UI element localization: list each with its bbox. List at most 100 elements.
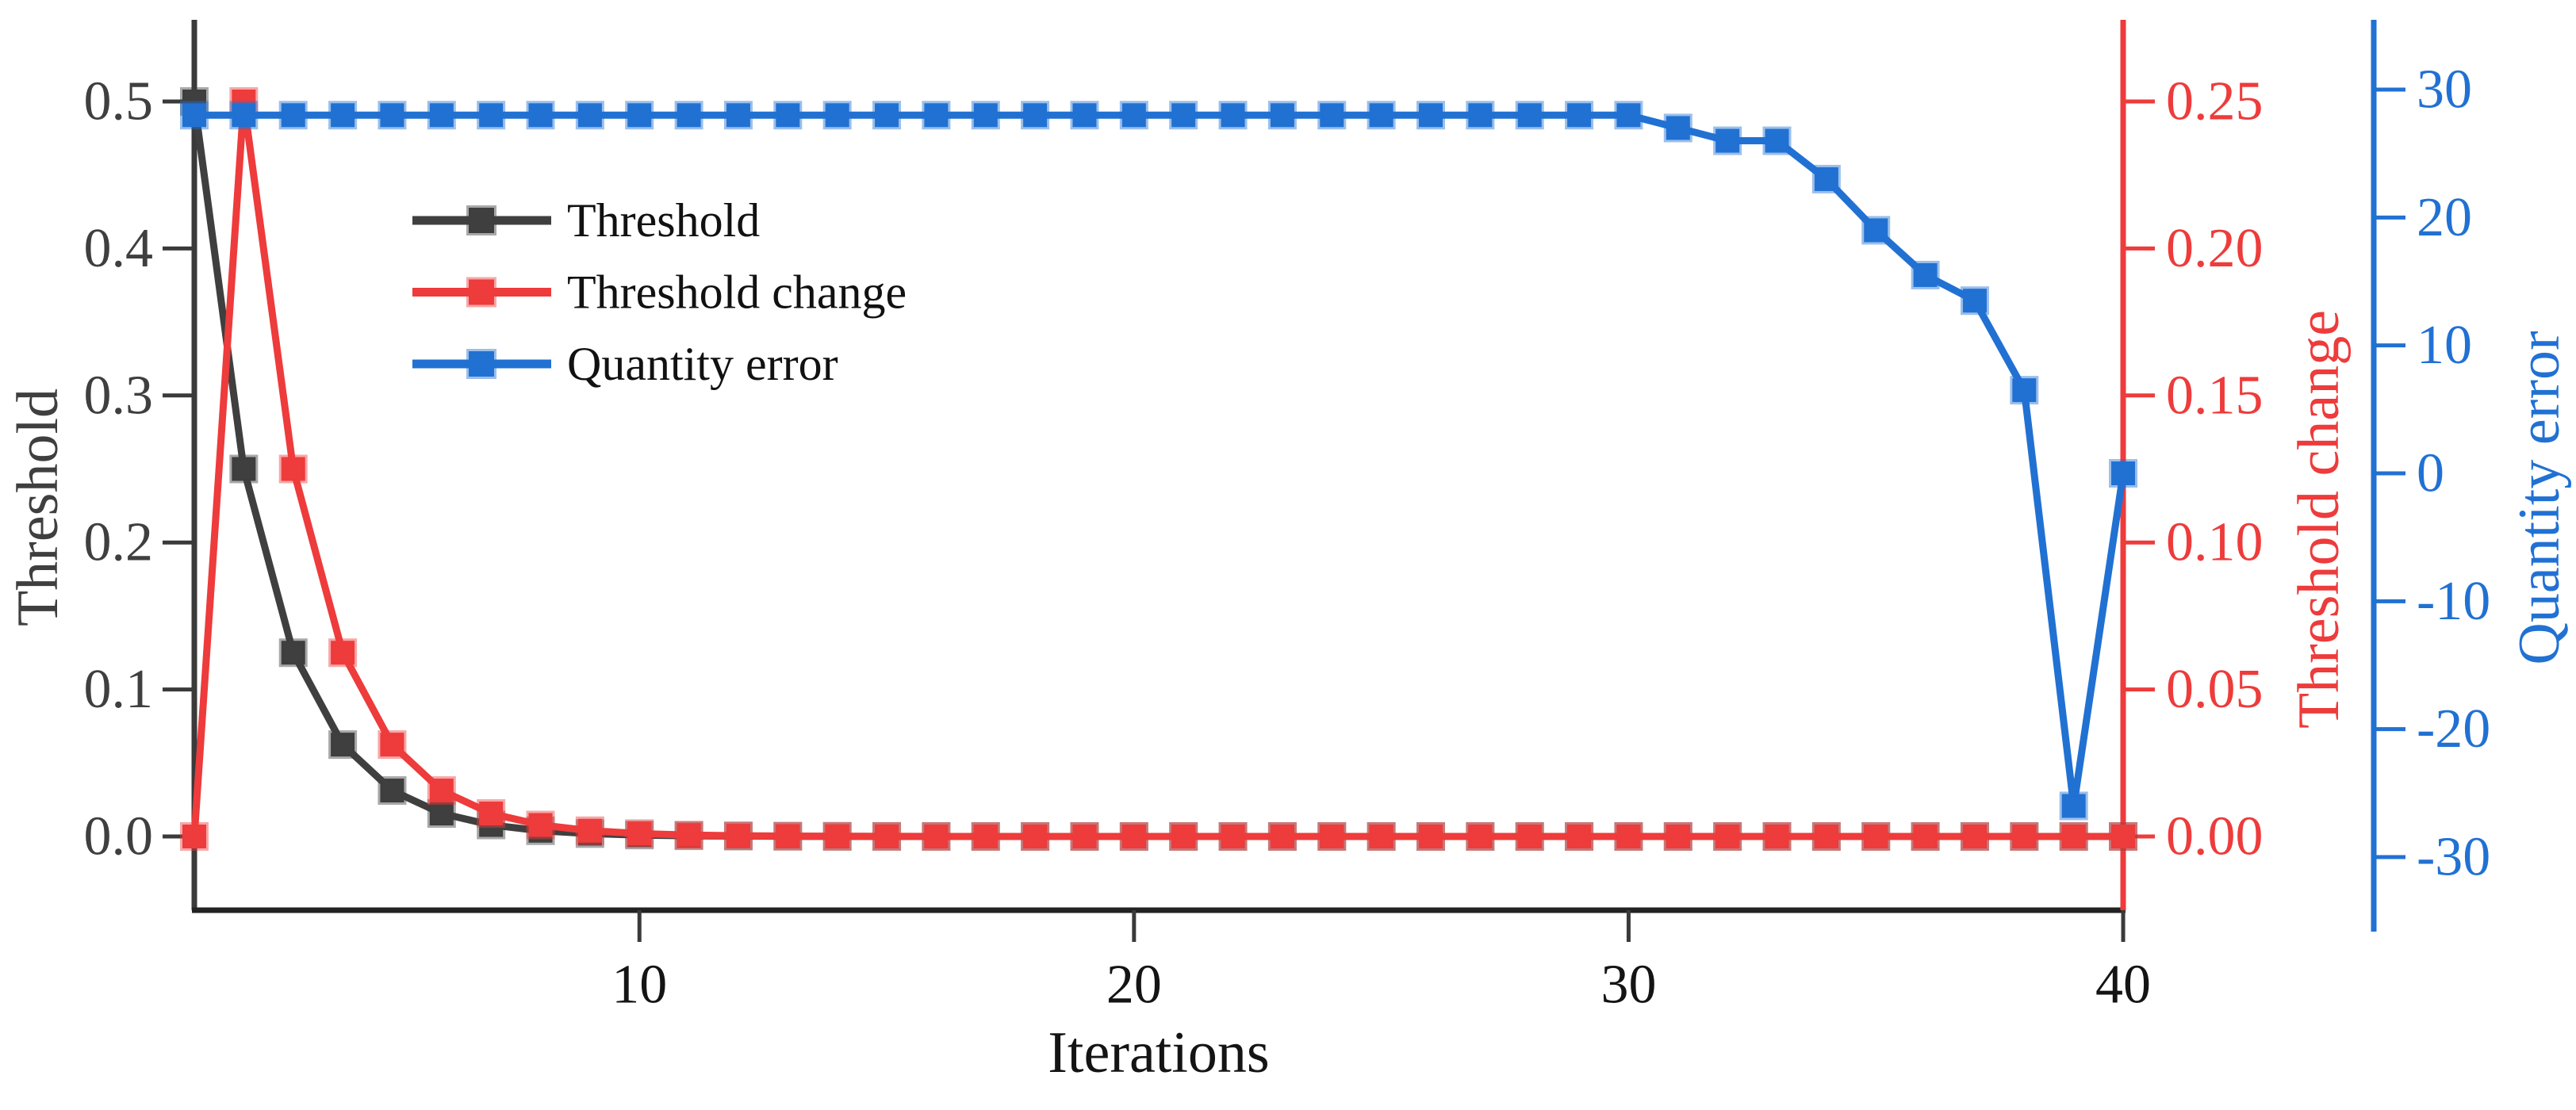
threshold-change-marker <box>1614 822 1643 851</box>
red-axis-title: Threshold change <box>2287 310 2352 729</box>
threshold-marker <box>378 776 407 806</box>
threshold-change-marker <box>1317 822 1347 851</box>
quantity-error-marker <box>1119 101 1148 130</box>
threshold-change-marker <box>180 822 209 851</box>
quantity-error-tick-label: -10 <box>2417 571 2490 632</box>
threshold-change-marker <box>1466 822 1495 851</box>
threshold-change-marker <box>872 821 902 851</box>
threshold-marker <box>229 454 259 484</box>
threshold-change-marker <box>2109 822 2138 851</box>
quantity-error-marker <box>1317 101 1347 130</box>
quantity-error-marker <box>2010 376 2039 405</box>
quantity-error-marker <box>1267 101 1297 130</box>
threshold-change-tick-label: 0.00 <box>2166 806 2264 867</box>
series-threshold <box>180 87 2138 851</box>
quantity-error-marker <box>1515 101 1544 130</box>
threshold-change-marker <box>1960 822 1989 851</box>
x-tick-label: 10 <box>611 955 667 1016</box>
quantity-error-marker <box>971 101 1000 130</box>
threshold-change-marker <box>1070 821 1099 851</box>
threshold-change-marker <box>1663 822 1692 851</box>
threshold-marker <box>278 638 308 668</box>
threshold-change-tick-label: 0.05 <box>2166 659 2264 720</box>
series-quantity-error <box>180 101 2138 821</box>
threshold-change-marker <box>1811 822 1841 851</box>
quantity-error-marker <box>1169 101 1198 130</box>
legend-item-threshold-change: Threshold change <box>412 266 907 319</box>
threshold-change-marker <box>1861 822 1891 851</box>
quantity-error-line <box>194 111 2127 810</box>
quantity-error-marker <box>526 101 555 130</box>
quantity-error-tick-label: -30 <box>2417 826 2490 887</box>
threshold-change-marker <box>1119 821 1148 851</box>
left-axis-title: Threshold <box>6 388 71 626</box>
axes-layer: 10 20 30 40 0.5 0.4 0.3 0.2 0.1 0.0 0.25 0.20 0.15 0.… <box>84 20 2490 1016</box>
legend-label: Threshold <box>567 194 760 247</box>
threshold-change-marker <box>1021 821 1050 851</box>
threshold-marker <box>427 799 456 829</box>
x-axis-title: Iterations <box>1048 1020 1269 1085</box>
legend-marker <box>466 205 496 235</box>
legend-item-threshold: Threshold <box>412 194 760 247</box>
threshold-change-marker <box>1565 822 1594 851</box>
threshold-change-marker <box>526 810 555 840</box>
quantity-error-marker <box>229 101 259 130</box>
threshold-change-marker <box>427 776 456 806</box>
quantity-error-marker <box>1565 101 1594 130</box>
quantity-error-marker <box>1911 260 1940 289</box>
threshold-change-tick-label: 0.15 <box>2166 365 2264 426</box>
quantity-error-marker <box>477 101 506 130</box>
quantity-error-marker <box>674 101 703 130</box>
quantity-error-marker <box>1861 216 1891 245</box>
quantity-error-marker <box>1614 101 1643 130</box>
legend-label: Quantity error <box>567 338 838 390</box>
quantity-error-marker <box>2109 459 2138 488</box>
threshold-change-marker <box>1367 822 1396 851</box>
quantity-error-marker <box>872 101 902 130</box>
blue-axis-title: Quantity error <box>2507 331 2572 664</box>
quantity-error-marker <box>723 101 753 130</box>
quantity-error-marker <box>1367 101 1396 130</box>
threshold-change-marker <box>1267 822 1297 851</box>
threshold-change-marker <box>378 730 407 760</box>
threshold-change-marker <box>674 821 703 850</box>
quantity-error-marker <box>575 101 604 130</box>
threshold-tick-label: 0.2 <box>84 512 154 573</box>
threshold-change-marker <box>477 799 506 829</box>
threshold-change-marker <box>278 454 308 484</box>
quantity-error-marker <box>1663 113 1692 143</box>
threshold-change-marker <box>773 821 803 851</box>
legend-marker <box>466 349 496 379</box>
quantity-error-tick-label: 0 <box>2417 443 2444 504</box>
legend: Threshold Threshold change Quantity error <box>412 194 907 390</box>
threshold-change-tick-label: 0.10 <box>2166 512 2264 573</box>
x-tick-label: 20 <box>1106 955 1162 1016</box>
quantity-error-marker <box>1416 101 1445 130</box>
quantity-error-tick-label: -20 <box>2417 699 2490 760</box>
threshold-change-marker <box>328 638 358 668</box>
quantity-error-marker <box>1713 126 1742 155</box>
legend-label: Threshold change <box>567 266 907 319</box>
threshold-change-marker <box>2059 822 2088 851</box>
threshold-change-marker <box>922 821 951 851</box>
threshold-change-marker <box>2010 822 2039 851</box>
quantity-error-marker <box>278 101 308 130</box>
threshold-change-marker <box>1515 822 1544 851</box>
quantity-error-marker <box>378 101 407 130</box>
quantity-error-marker <box>180 101 209 130</box>
threshold-change-marker <box>1762 822 1792 851</box>
quantity-error-tick-label: 30 <box>2417 59 2472 121</box>
legend-marker <box>466 277 496 308</box>
quantity-error-tick-label: 10 <box>2417 315 2472 376</box>
threshold-tick-label: 0.5 <box>84 71 154 132</box>
threshold-change-line <box>190 98 2124 840</box>
quantity-error-marker <box>922 101 951 130</box>
threshold-marker <box>328 730 358 760</box>
threshold-change-marker <box>1713 822 1742 851</box>
legend-item-quantity-error: Quantity error <box>412 338 838 390</box>
threshold-tick-label: 0.1 <box>84 659 154 720</box>
quantity-error-marker <box>1021 101 1050 130</box>
x-tick-label: 40 <box>2095 955 2151 1016</box>
